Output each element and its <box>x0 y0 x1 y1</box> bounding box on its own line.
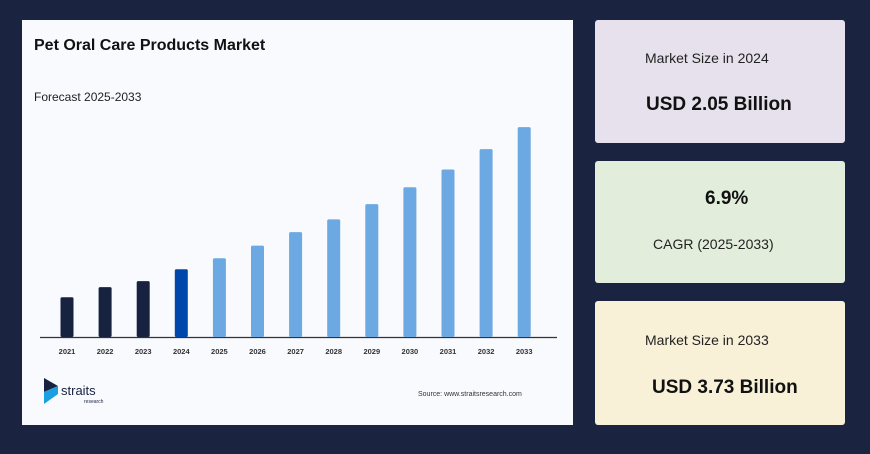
x-tick-label: 2026 <box>249 347 266 356</box>
bar-2021 <box>60 297 74 337</box>
x-tick-label: 2027 <box>287 347 304 356</box>
x-tick-label: 2032 <box>478 347 495 356</box>
bar-2022 <box>98 287 112 337</box>
bar-2030 <box>403 187 417 337</box>
bar-2031 <box>441 169 455 337</box>
card-cagr: 6.9% CAGR (2025-2033) <box>595 161 845 283</box>
x-tick-label: 2025 <box>211 347 228 356</box>
x-tick-label: 2022 <box>97 347 114 356</box>
x-tick-label: 2028 <box>325 347 342 356</box>
bar-2026 <box>251 245 264 337</box>
bar-2028 <box>327 219 341 337</box>
card-value: USD 2.05 Billion <box>646 94 792 115</box>
x-tick-label: 2031 <box>440 347 457 356</box>
chart-title: Pet Oral Care Products Market <box>34 37 266 54</box>
bar-2032 <box>479 149 493 337</box>
source-note: Source: www.straitsresearch.com <box>418 391 522 398</box>
card-market-size-2024: Market Size in 2024 USD 2.05 Billion <box>595 20 845 143</box>
x-tick-label: 2030 <box>402 347 419 356</box>
bar-2033 <box>517 127 531 338</box>
x-tick-label: 2029 <box>363 347 380 356</box>
card-value: 6.9% <box>705 188 749 209</box>
bar-2024 <box>174 269 188 337</box>
chart-subtitle: Forecast 2025-2033 <box>34 90 142 104</box>
x-tick-label: 2023 <box>135 347 152 356</box>
bar-2027 <box>289 232 303 337</box>
bar-2023 <box>136 281 150 337</box>
chart-panel: Pet Oral Care Products Market Forecast 2… <box>22 20 573 425</box>
bar-2025 <box>212 258 226 337</box>
bar-chart: 2021 2022 2023 2024 2025 2026 2027 2028 2029 2030… <box>40 127 557 356</box>
logo-name: straits <box>61 383 96 398</box>
straits-logo: straits research <box>44 378 104 405</box>
x-tick-label: 2021 <box>59 347 76 356</box>
x-tick-label: 2033 <box>516 347 533 356</box>
card-value: USD 3.73 Billion <box>652 377 798 398</box>
logo-sub: research <box>84 399 104 405</box>
card-label: CAGR (2025-2033) <box>653 236 774 252</box>
card-label: Market Size in 2024 <box>645 50 769 66</box>
card-market-size-2033: Market Size in 2033 USD 3.73 Billion <box>595 301 845 425</box>
x-tick-label: 2024 <box>173 347 191 356</box>
bar-2029 <box>365 204 379 337</box>
card-label: Market Size in 2033 <box>645 332 769 348</box>
